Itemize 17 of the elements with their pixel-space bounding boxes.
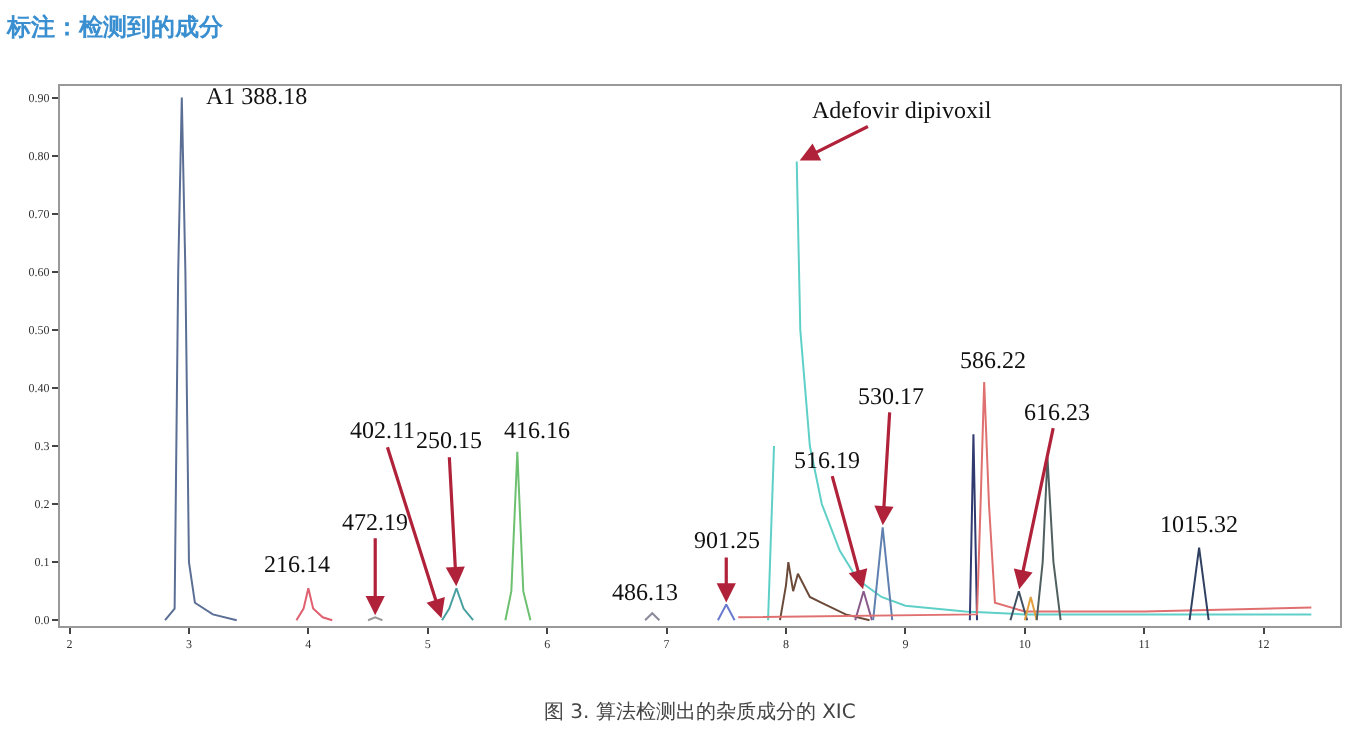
annotation: 901.25 <box>694 526 760 554</box>
annotation: 616.23 <box>1024 398 1090 426</box>
chart-title: 标注：检测到的成分 <box>4 13 225 42</box>
line-series <box>779 561 871 622</box>
annotation: 250.15 <box>416 426 482 454</box>
line-series <box>295 587 334 622</box>
annotation: 402.11 <box>350 416 416 444</box>
annotation: Adefovir dipivoxil <box>812 96 993 124</box>
annotation: A1 388.18 <box>206 82 308 110</box>
annotation: 1015.32 <box>1160 510 1238 538</box>
annotation: 416.16 <box>504 416 570 444</box>
annotation: 216.14 <box>264 550 330 578</box>
annotation: 530.17 <box>858 382 924 410</box>
annotation: 586.22 <box>960 346 1026 374</box>
annotation: 486.13 <box>612 578 678 606</box>
caption: 图 3. 算法检测出的杂质成分的 XIC <box>544 700 856 724</box>
annotation: 472.19 <box>342 508 408 536</box>
